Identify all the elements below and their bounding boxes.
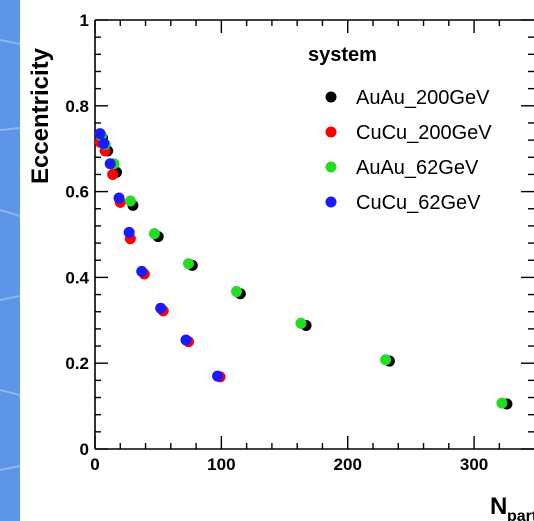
legend-title: system <box>308 44 377 66</box>
x-tick-label: 0 <box>90 455 99 474</box>
background-streaks <box>0 0 20 521</box>
x-axis-title: N part <box>490 493 534 521</box>
y-tick-label: 0 <box>80 440 89 459</box>
legend-marker <box>325 91 337 103</box>
plot-panel: 0 0.2 0.4 0.6 0.8 1 0 100 200 300 system AuAu_200… <box>20 0 534 521</box>
legend-label: AuAu_200GeV <box>356 87 490 109</box>
data-point <box>231 286 243 298</box>
x-axis-title-sub: part <box>507 508 534 521</box>
chart: 0 0.2 0.4 0.6 0.8 1 0 100 200 300 system AuAu_200… <box>27 11 534 521</box>
data-point <box>212 370 224 382</box>
data-point <box>113 192 125 204</box>
data-point <box>107 168 119 180</box>
data-point <box>155 302 167 314</box>
data-points <box>94 128 513 410</box>
y-tick-label: 0.6 <box>65 183 89 202</box>
data-point <box>295 317 307 329</box>
data-point <box>496 397 508 409</box>
x-axis-title-main: N <box>490 493 507 520</box>
data-point <box>183 258 195 270</box>
y-tick-label: 0.8 <box>65 97 89 116</box>
legend-marker <box>325 126 337 138</box>
y-axis-title: Eccentricity <box>27 47 54 184</box>
legend: system AuAu_200GeV CuCu_200GeV AuAu_62GeV C… <box>308 44 492 214</box>
x-tick-label: 300 <box>460 455 488 474</box>
series-cucu-62gev <box>94 128 224 382</box>
data-point <box>98 138 110 150</box>
axes <box>94 19 534 450</box>
data-point <box>136 265 148 277</box>
series-cucu-200gev <box>94 136 226 383</box>
x-tick-label: 200 <box>334 455 362 474</box>
legend-label: AuAu_62GeV <box>356 157 479 179</box>
data-point <box>104 158 116 170</box>
data-point <box>148 228 160 240</box>
y-tick-label: 1 <box>80 11 89 30</box>
legend-marker <box>325 196 337 208</box>
data-point <box>380 354 392 366</box>
x-tick-label: 100 <box>207 455 235 474</box>
data-point <box>123 226 135 238</box>
ticks: 0 0.2 0.4 0.6 0.8 1 0 100 200 300 <box>65 11 534 474</box>
y-tick-label: 0.4 <box>65 268 89 287</box>
y-tick-label: 0.2 <box>65 354 89 373</box>
legend-marker <box>325 161 337 173</box>
data-point <box>124 195 136 207</box>
legend-label: CuCu_200GeV <box>356 122 492 144</box>
data-point <box>94 128 106 140</box>
data-point <box>180 334 192 346</box>
legend-label: CuCu_62GeV <box>356 192 481 214</box>
